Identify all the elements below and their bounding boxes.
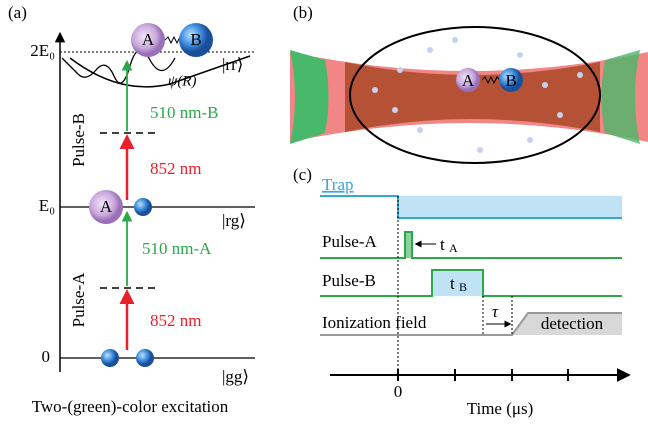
duration-label: t A xyxy=(440,235,458,255)
detection-label: detection xyxy=(541,314,604,333)
atom-label: A xyxy=(142,30,155,49)
level-label: E₀ xyxy=(39,196,55,215)
pulse-label: Pulse-B xyxy=(69,113,88,167)
sub: B xyxy=(459,280,467,294)
wavelength-label: 510 nm-B xyxy=(150,103,218,122)
figure: (a) 2E₀ E₀ 0 ψ(R) |rr⟩ |rg⟩ |gg⟩ Pulse-B… xyxy=(0,0,648,419)
channel-label: Ionization field xyxy=(322,313,427,332)
level-label: 0 xyxy=(42,347,51,366)
state-label: |rg⟩ xyxy=(222,211,246,230)
panel-label: (b) xyxy=(293,3,313,22)
t: t xyxy=(440,235,445,254)
pulse-label: Pulse-A xyxy=(69,272,88,328)
atom-label: A xyxy=(462,71,475,90)
wavelength-label: 510 nm-A xyxy=(142,239,212,258)
atom-label: B xyxy=(190,30,201,49)
wavelength-label: 852 nm xyxy=(150,311,201,330)
panel-a: (a) 2E₀ E₀ 0 ψ(R) |rr⟩ |rg⟩ |gg⟩ Pulse-B… xyxy=(8,3,255,416)
atom-label: A xyxy=(100,197,113,216)
t: t xyxy=(450,274,455,293)
atom-label: B xyxy=(505,71,516,90)
delay-label: τ xyxy=(492,302,499,321)
channel-label: Pulse-B xyxy=(322,271,376,290)
channel-label: Pulse-A xyxy=(322,232,378,251)
state-label: |rr⟩ xyxy=(222,55,243,74)
atom xyxy=(101,349,119,367)
level-label: 2E₀ xyxy=(30,41,55,60)
wavelength-label: 852 nm xyxy=(150,159,201,178)
beam-end xyxy=(602,50,641,144)
tick-label: 0 xyxy=(394,382,403,401)
caption: Two-(green)-color excitation xyxy=(32,397,229,416)
panel-b: (b) A B xyxy=(290,3,648,163)
panel-label: (c) xyxy=(293,165,312,184)
pulse-fill xyxy=(405,232,412,258)
panel-label: (a) xyxy=(8,3,27,22)
atom xyxy=(136,349,154,367)
beam-end xyxy=(290,50,329,144)
trap-off xyxy=(398,196,622,218)
axis-label: Time (μs) xyxy=(467,399,534,418)
atom xyxy=(134,198,152,216)
wavefunction xyxy=(62,50,175,83)
state-label: |gg⟩ xyxy=(222,367,249,386)
potential-label: ψ(R) xyxy=(168,73,196,89)
channel-label: Trap xyxy=(322,175,354,194)
sub: A xyxy=(449,241,458,255)
panel-c: (c) Trap Pulse-A t A Pulse-B t B Ionizat… xyxy=(293,165,628,418)
